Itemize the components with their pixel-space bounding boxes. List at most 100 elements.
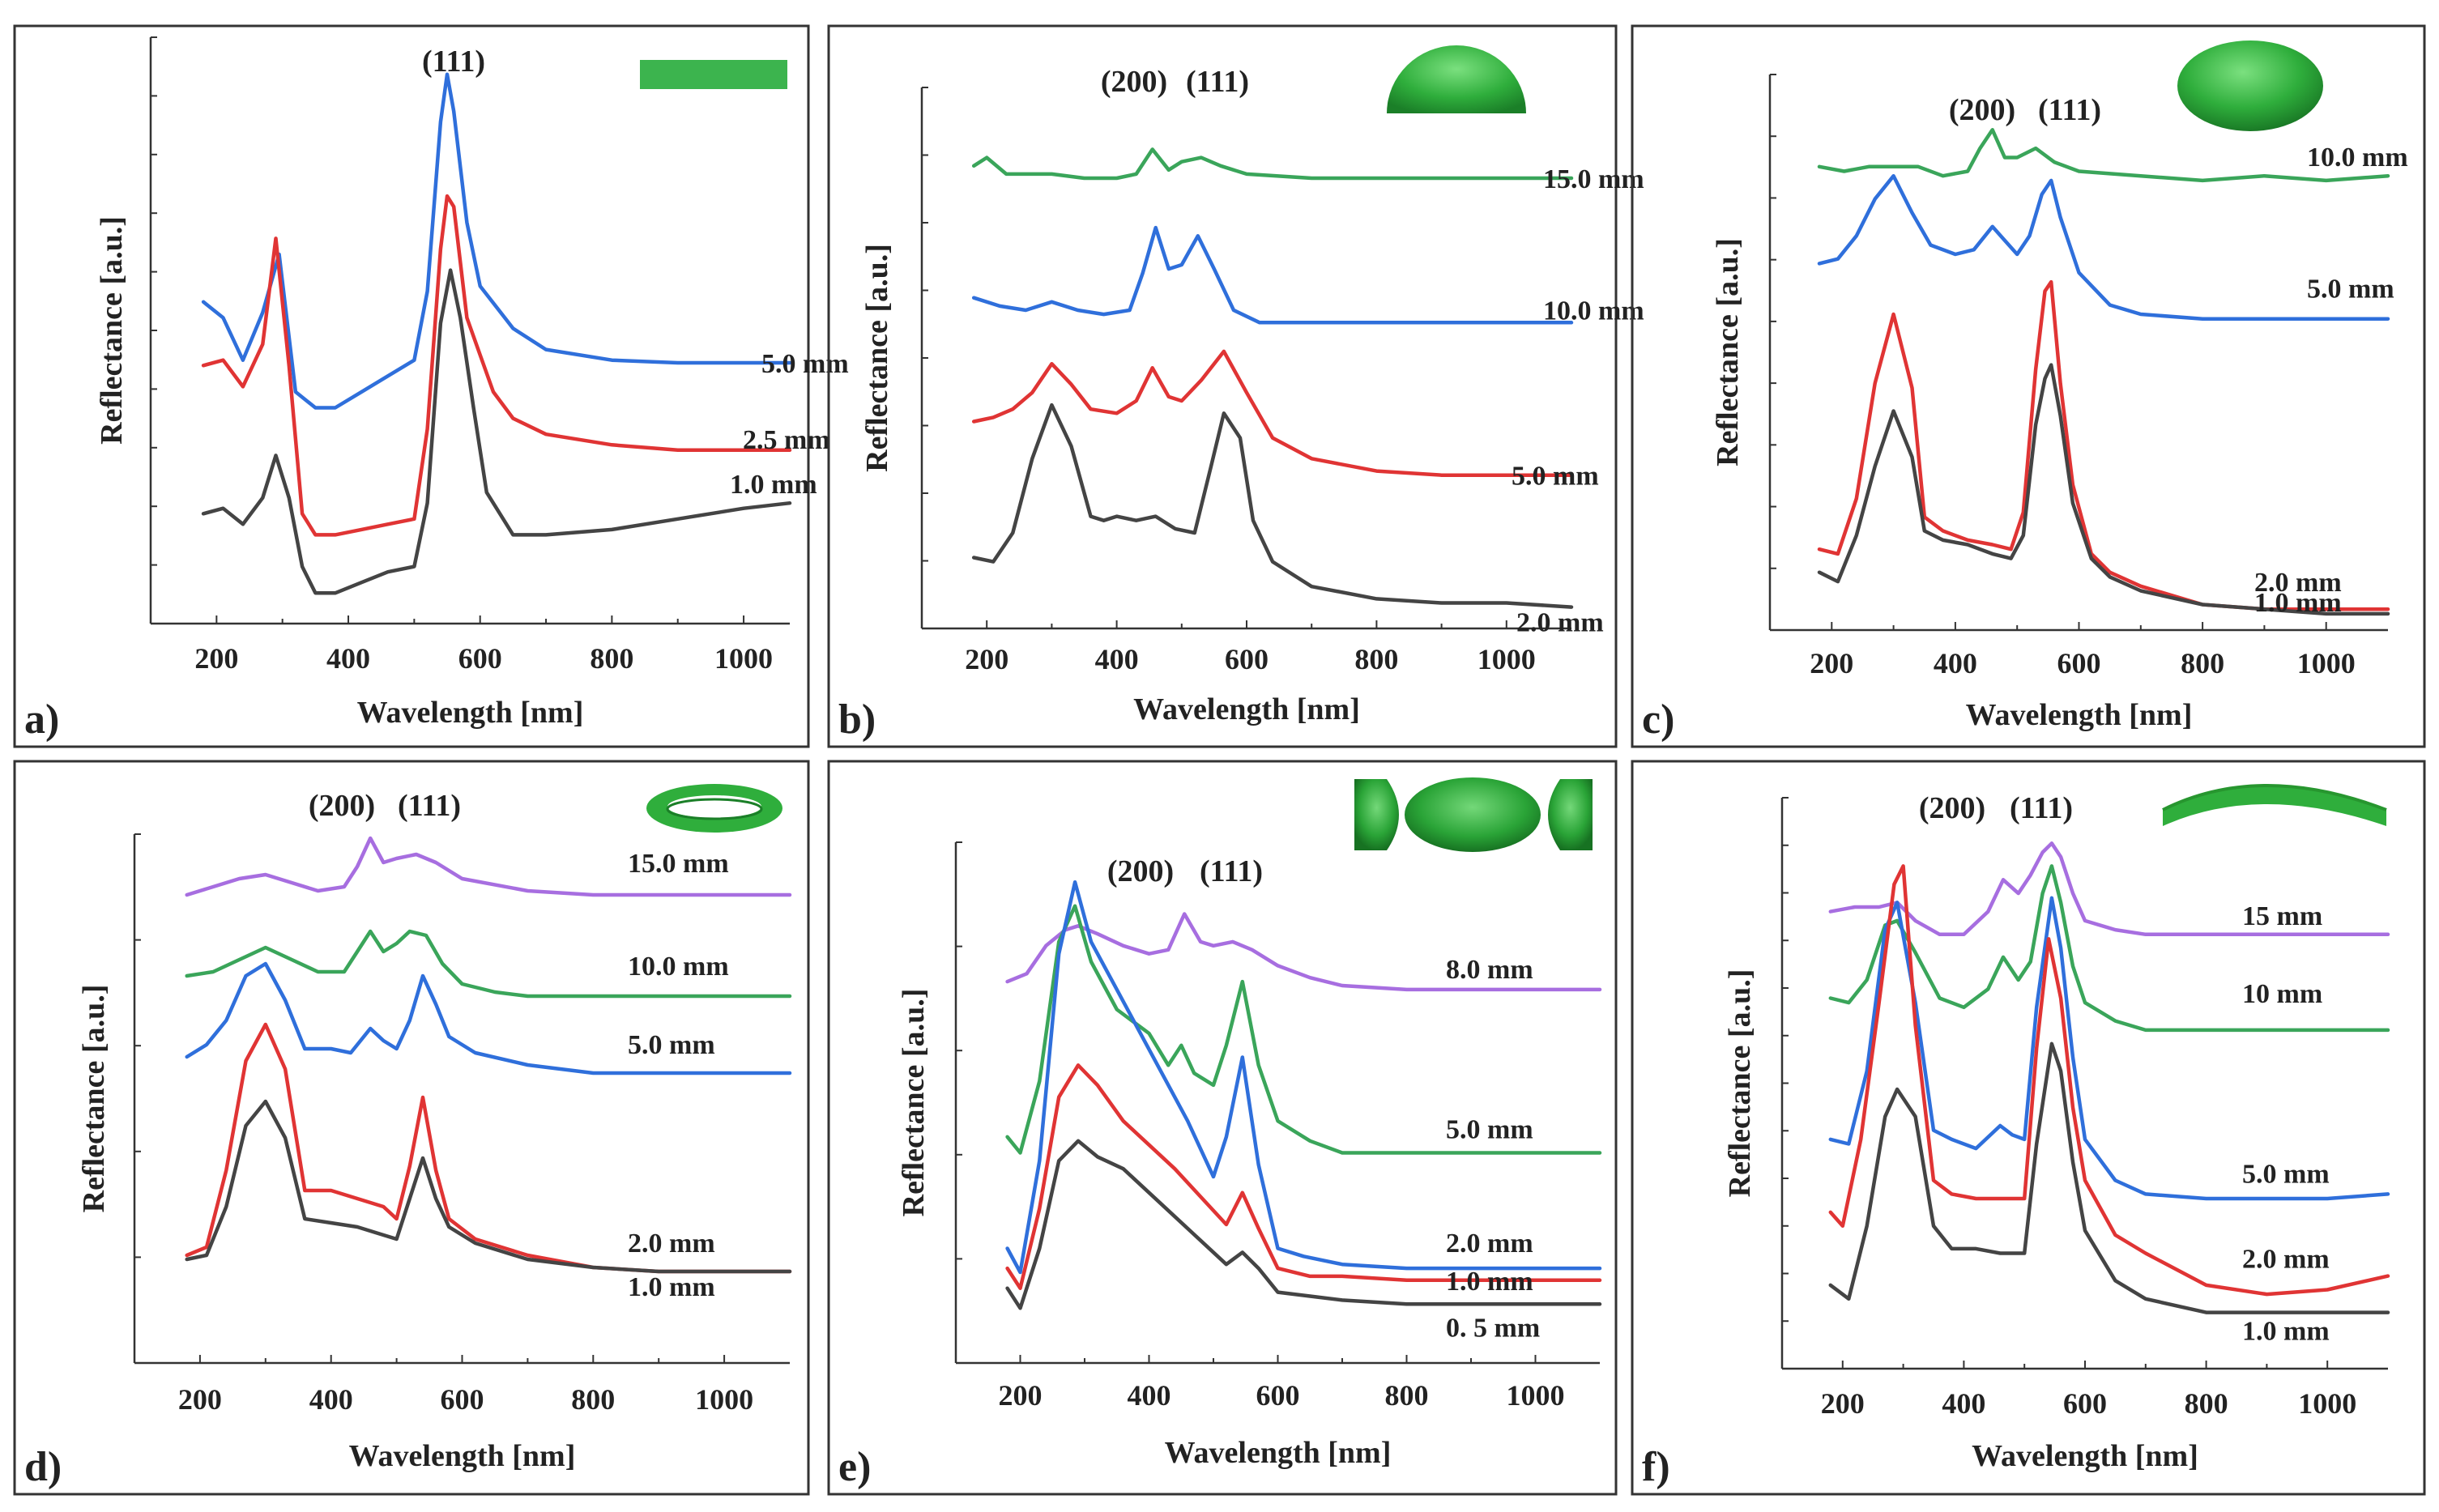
plot-area-c: 200 400 600 800 1000 Wavelength [nm] Reflectan… [1711,74,2408,732]
x-axis-title: Wavelength [nm] [1966,698,2193,732]
x-tick-label: 800 [590,642,633,675]
x-tick-label: 400 [1934,647,1977,679]
series-line [971,147,1574,181]
x-tick-label: 400 [326,642,370,675]
x-tick-label: 200 [965,643,1008,675]
plot-area-f: 200 400 600 800 1000 Wavelength [nm] Reflectan… [1723,791,2390,1473]
series-line [1005,880,1602,1275]
x-axis-title: Wavelength [nm] [349,1439,576,1473]
x-tick-label: 1000 [1477,643,1536,675]
series-label: 2.0 mm [628,1229,715,1259]
series-label: 5.0 mm [1512,462,1599,492]
peak-annotation: (111) [1186,65,1249,99]
series-line [185,961,792,1075]
x-tick-label: 800 [2181,647,2224,679]
series-label: 5.0 mm [1446,1115,1533,1145]
connected-spheres-icon [1354,777,1593,852]
series-label: 2.0 mm [1446,1229,1533,1259]
x-tick-label: 800 [2185,1387,2228,1420]
x-tick-label: 200 [194,642,238,675]
series-line [1817,279,2390,611]
series-label: 10 mm [2242,979,2322,1009]
panel-label: f) [1642,1444,1670,1490]
series-line [1005,1139,1602,1310]
hemisphere-icon [1387,45,1526,113]
peak-annotation: (111) [422,45,485,79]
series-line [201,268,792,595]
torus-icon [646,784,782,833]
peak-annotation: (200) [1949,93,2015,127]
x-tick-label: 1000 [714,642,773,675]
peak-annotation: (111) [1200,854,1263,888]
series-line [201,194,792,537]
x-axis-title: Wavelength [nm] [1972,1439,2198,1473]
series-label: 2.5 mm [743,425,830,455]
series-line [971,225,1574,325]
x-tick-label: 1000 [695,1383,753,1416]
panel-label: a) [24,696,59,743]
x-tick-label: 600 [2057,647,2101,679]
arc-icon [2162,784,2387,826]
series-label: 2.0 mm [1516,608,1604,638]
plot-area-a: 200 400 600 800 1000 Wavelength [nm] Reflectan… [95,36,849,730]
series-label: 5.0 mm [628,1030,715,1060]
series-line [1828,864,2390,1033]
series-label: 5.0 mm [761,349,849,379]
series-label: 1.0 mm [2254,588,2342,618]
panel-label: b) [838,696,876,743]
series-label: 10.0 mm [628,952,729,982]
series-label: 5.0 mm [2307,275,2394,305]
peak-annotation: (200) [309,789,375,823]
x-tick-label: 600 [441,1383,484,1416]
y-axis-title: Reflectance [a.u.] [77,985,111,1213]
series-label: 10.0 mm [1543,296,1644,326]
y-axis-title: Reflectance [a.u.] [1723,969,1757,1198]
peak-annotation: (200) [1101,65,1167,99]
x-tick-label: 400 [1942,1387,1985,1420]
series-label: 15.0 mm [628,849,729,879]
series-line [1817,128,2390,183]
x-tick-label: 600 [1256,1379,1300,1412]
series-line [1005,912,1602,992]
x-tick-label: 200 [178,1383,222,1416]
series-label: 1.0 mm [1446,1267,1533,1297]
panel-b: 200 400 600 800 1000 Wavelength [nm] Reflectan… [827,24,1644,748]
series-line [971,349,1574,477]
panel-label: c) [1642,696,1674,743]
ellipsoid-icon [2177,40,2323,131]
series-label: 1.0 mm [730,470,817,500]
x-axis-title: Wavelength [nm] [357,696,584,730]
series-label: 15.0 mm [1543,164,1644,194]
series-label: 1.0 mm [2242,1317,2330,1347]
peak-annotation: (200) [1919,791,1985,825]
panel-e: 200 400 600 800 1000 Wavelength [nm] Reflectan… [827,760,1618,1496]
series-label: 15 mm [2242,901,2322,931]
series-label: 8.0 mm [1446,955,1533,985]
x-tick-label: 200 [1810,647,1853,679]
panel-c: 200 400 600 800 1000 Wavelength [nm] Reflectan… [1631,24,2426,748]
panel-a: 200 400 600 800 1000 Wavelength [nm] Reflectan… [13,24,849,748]
x-axis-title: Wavelength [nm] [1133,692,1360,726]
x-tick-label: 600 [458,642,502,675]
peak-annotation: (200) [1107,854,1174,888]
panel-label: e) [838,1444,871,1490]
peak-annotation: (111) [398,789,461,823]
x-tick-label: 200 [999,1379,1043,1412]
x-tick-label: 600 [1225,643,1269,675]
series-line [185,1099,792,1274]
peak-annotation: (111) [2010,791,2073,825]
panel-d: 200 400 600 800 1000 Wavelength [nm] Reflectan… [13,760,810,1496]
plot-area-b: 200 400 600 800 1000 Wavelength [nm] Reflectan… [860,65,1644,726]
y-axis-title: Reflectance [a.u.] [897,989,931,1217]
slab-icon [640,60,787,89]
series-line [1817,363,2390,616]
x-tick-label: 1000 [2298,1387,2356,1420]
series-label: 0. 5 mm [1446,1313,1540,1343]
series-line [1828,1041,2390,1314]
y-axis-title: Reflectance [a.u.] [860,244,894,472]
x-tick-label: 800 [571,1383,615,1416]
plot-area-e: 200 400 600 800 1000 Wavelength [nm] Reflectan… [897,841,1602,1470]
series-line [201,72,792,410]
y-axis-title: Reflectance [a.u.] [95,216,129,445]
peak-annotation: (111) [2038,93,2101,127]
